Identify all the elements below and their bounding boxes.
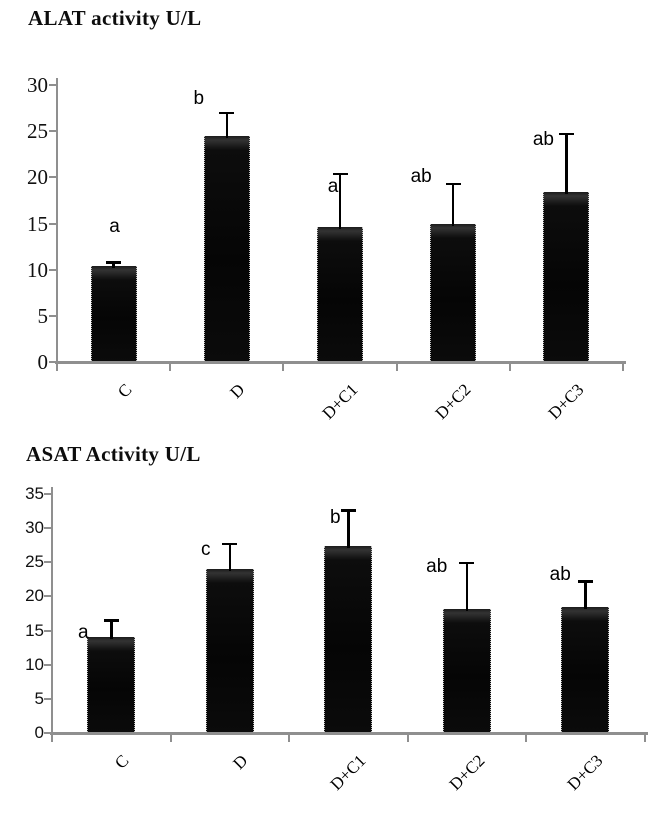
error-bar-line xyxy=(225,112,229,138)
significance-label: ab xyxy=(549,564,571,586)
error-bar-cap xyxy=(445,182,461,186)
x-category-label: D xyxy=(229,751,252,774)
x-axis-tick xyxy=(395,364,398,371)
error-bar-cap xyxy=(577,580,593,583)
bar xyxy=(317,227,363,361)
bar xyxy=(324,545,373,732)
bar xyxy=(90,265,137,361)
x-axis-tick xyxy=(406,735,409,742)
error-bar-cap xyxy=(103,619,119,622)
y-axis-tick xyxy=(49,130,57,133)
significance-label: a xyxy=(77,622,89,644)
y-tick-label: 5 xyxy=(34,688,44,708)
y-axis-line xyxy=(51,487,53,735)
x-category-label: D+C1 xyxy=(318,380,362,423)
significance-label: c xyxy=(201,538,211,560)
y-tick-label: 25 xyxy=(27,119,48,144)
y-axis-tick xyxy=(44,595,52,598)
y-axis-tick xyxy=(44,561,52,564)
x-axis-tick xyxy=(288,735,290,742)
x-category-label: C xyxy=(113,380,136,402)
significance-label: ab xyxy=(426,555,448,577)
error-bar-line xyxy=(451,183,455,227)
x-category-label: D+C3 xyxy=(544,380,588,423)
y-axis-tick xyxy=(44,663,52,666)
x-category-label: D+C3 xyxy=(563,751,607,794)
y-axis-tick xyxy=(49,222,57,225)
bar xyxy=(442,608,491,732)
x-category-label: D xyxy=(226,380,249,403)
x-axis-tick xyxy=(169,364,172,371)
asat-chart-title: ASAT Activity U/L xyxy=(26,442,201,466)
x-axis-tick xyxy=(622,364,624,371)
y-axis-tick xyxy=(49,268,57,271)
error-bar-line xyxy=(565,133,568,195)
error-bar-cap xyxy=(558,132,574,136)
y-tick-label: 0 xyxy=(34,723,44,742)
y-tick-label: 30 xyxy=(25,518,44,538)
y-axis-tick xyxy=(44,527,52,530)
significance-label: ab xyxy=(532,128,554,150)
y-tick-label: 5 xyxy=(37,303,49,328)
bar xyxy=(543,192,590,361)
x-axis-tick xyxy=(508,364,511,371)
error-bar-cap xyxy=(332,172,348,176)
y-axis-tick xyxy=(49,314,57,317)
bar xyxy=(561,607,610,732)
significance-label: a xyxy=(109,216,120,238)
y-axis-tick xyxy=(44,697,52,700)
error-bar-line xyxy=(112,262,115,268)
x-category-label: D+C1 xyxy=(326,751,370,794)
x-category-label: D+C2 xyxy=(445,751,489,794)
error-bar-line xyxy=(338,173,342,230)
y-axis-tick xyxy=(44,629,52,632)
significance-label: b xyxy=(329,507,341,529)
y-axis-tick xyxy=(49,176,57,179)
y-axis-line xyxy=(56,78,58,364)
significance-label: b xyxy=(193,87,205,109)
significance-label: ab xyxy=(410,165,432,187)
y-tick-label: 35 xyxy=(25,483,44,503)
x-axis-tick xyxy=(169,735,172,742)
x-axis-tick xyxy=(525,735,527,742)
y-tick-label: 15 xyxy=(25,620,44,640)
x-axis-tick xyxy=(56,364,58,371)
y-axis-tick xyxy=(49,361,57,363)
y-tick-label: 10 xyxy=(27,257,48,282)
error-bar-cap xyxy=(106,261,122,264)
y-axis-tick xyxy=(49,84,57,86)
x-category-label: D+C2 xyxy=(431,380,475,423)
error-bar-cap xyxy=(222,542,238,546)
error-bar-line xyxy=(110,620,113,640)
y-tick-label: 20 xyxy=(25,586,44,606)
error-bar-line xyxy=(228,543,231,572)
y-tick-label: 30 xyxy=(27,73,48,97)
error-bar-cap xyxy=(459,561,475,565)
alat-chart-title: ALAT activity U/L xyxy=(28,6,202,30)
y-tick-label: 10 xyxy=(25,654,44,674)
y-tick-label: 0 xyxy=(37,350,49,374)
error-bar-line xyxy=(347,510,350,548)
bar xyxy=(430,224,477,361)
y-axis-tick xyxy=(44,492,52,495)
x-axis-tick xyxy=(282,364,285,371)
x-axis-tick xyxy=(643,735,646,742)
bar xyxy=(87,637,136,732)
y-tick-label: 20 xyxy=(27,165,48,190)
error-bar-cap xyxy=(219,111,235,115)
x-axis-line xyxy=(50,732,648,735)
error-bar-cap xyxy=(340,509,356,512)
x-category-label: C xyxy=(111,751,133,773)
error-bar-line xyxy=(465,562,468,611)
y-tick-label: 25 xyxy=(25,552,44,572)
y-axis-tick xyxy=(44,732,52,734)
y-tick-label: 15 xyxy=(27,211,48,236)
x-axis-tick xyxy=(51,735,53,742)
error-bar-line xyxy=(584,581,587,610)
significance-label: a xyxy=(327,175,339,197)
bar xyxy=(205,569,254,732)
x-axis-line xyxy=(55,361,626,364)
bar xyxy=(203,135,250,361)
